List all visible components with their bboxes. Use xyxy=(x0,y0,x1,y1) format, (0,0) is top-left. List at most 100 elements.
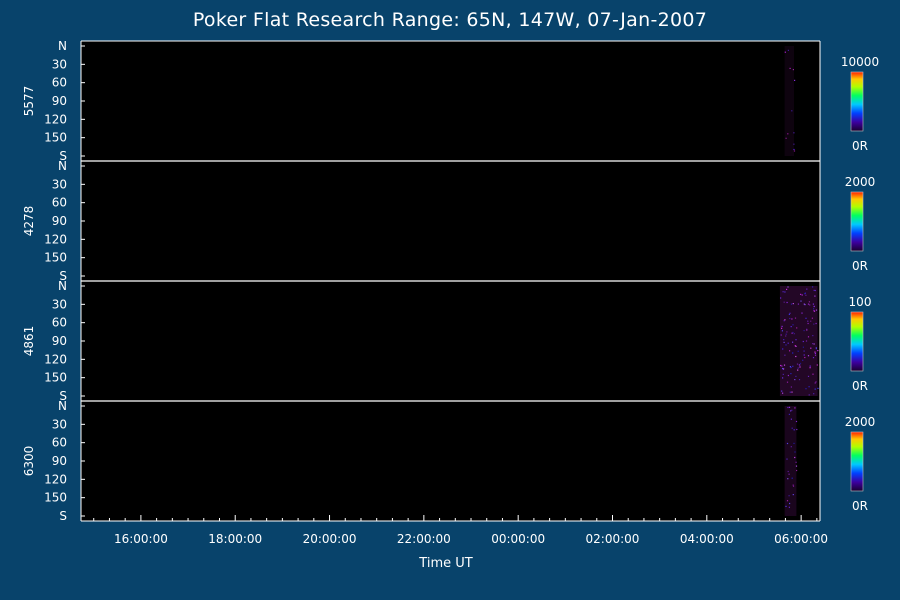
signal-speck xyxy=(811,317,813,319)
signal-speck xyxy=(792,352,794,354)
y-tick-label: N xyxy=(58,399,67,413)
colorbar-max-label: 100 xyxy=(849,295,872,309)
signal-speck xyxy=(814,351,816,353)
signal-speck xyxy=(787,406,789,409)
signal-speck xyxy=(793,143,795,145)
signal-band xyxy=(784,46,795,156)
signal-speck xyxy=(795,461,797,463)
x-tick-label: 20:00:00 xyxy=(303,532,357,546)
y-tick-label: 150 xyxy=(44,491,67,505)
signal-speck xyxy=(782,377,784,379)
signal-speck xyxy=(812,335,814,337)
x-tick-label: 04:00:00 xyxy=(680,532,734,546)
signal-speck xyxy=(792,365,794,367)
signal-speck xyxy=(801,312,803,314)
signal-speck xyxy=(804,356,806,359)
signal-speck xyxy=(791,427,793,429)
signal-speck xyxy=(786,381,789,383)
signal-speck xyxy=(784,291,786,293)
signal-speck xyxy=(787,342,789,344)
signal-speck xyxy=(787,49,789,51)
signal-speck xyxy=(808,301,810,303)
panel-label: 4861 xyxy=(22,326,36,357)
signal-speck xyxy=(786,442,789,445)
signal-speck xyxy=(791,110,793,112)
signal-speck xyxy=(781,390,783,392)
signal-speck xyxy=(790,446,792,448)
signal-speck xyxy=(787,133,789,135)
signal-speck xyxy=(794,407,796,409)
signal-speck xyxy=(789,67,791,69)
signal-band xyxy=(784,406,797,516)
signal-speck xyxy=(785,335,787,337)
signal-speck xyxy=(789,350,791,352)
x-tick-label: 18:00:00 xyxy=(208,532,262,546)
y-tick-label: 30 xyxy=(52,417,67,431)
signal-speck xyxy=(788,406,791,408)
y-tick-label: 60 xyxy=(52,196,67,210)
signal-speck xyxy=(798,364,800,366)
signal-speck xyxy=(813,308,815,310)
signal-speck xyxy=(805,317,807,319)
y-tick-label: 150 xyxy=(44,251,67,265)
x-tick-label: 06:00:00 xyxy=(774,532,828,546)
signal-speck xyxy=(807,322,809,325)
signal-speck xyxy=(789,317,791,320)
signal-speck xyxy=(792,341,794,343)
signal-speck xyxy=(814,289,816,292)
signal-speck xyxy=(788,495,790,497)
signal-speck xyxy=(812,286,814,288)
signal-speck xyxy=(817,387,819,389)
signal-speck xyxy=(785,333,787,335)
signal-speck xyxy=(807,355,810,357)
signal-speck xyxy=(813,310,816,312)
signal-speck xyxy=(794,317,797,319)
signal-speck xyxy=(812,357,815,359)
signal-speck xyxy=(809,367,811,369)
signal-speck xyxy=(808,394,810,396)
signal-speck xyxy=(815,348,817,350)
signal-speck xyxy=(786,458,788,460)
signal-speck xyxy=(815,347,817,349)
signal-speck xyxy=(807,303,810,305)
signal-speck xyxy=(800,293,802,295)
signal-speck xyxy=(816,364,818,366)
y-tick-label: 150 xyxy=(44,131,67,145)
signal-speck xyxy=(805,294,807,296)
signal-speck xyxy=(791,332,793,334)
signal-speck xyxy=(802,359,804,361)
panel-plot-area xyxy=(81,401,820,521)
signal-band xyxy=(779,286,818,396)
signal-speck xyxy=(812,373,814,375)
signal-speck xyxy=(790,410,792,412)
signal-speck xyxy=(780,297,782,299)
x-tick-label: 22:00:00 xyxy=(397,532,451,546)
colorbar xyxy=(851,192,863,251)
signal-speck xyxy=(782,367,784,370)
signal-speck xyxy=(807,375,810,377)
signal-speck xyxy=(813,305,815,307)
y-tick-label: 30 xyxy=(52,57,67,71)
colorbar-max-label: 10000 xyxy=(841,55,879,69)
colorbar-max-label: 2000 xyxy=(845,175,876,189)
signal-speck xyxy=(804,304,806,306)
signal-speck xyxy=(793,132,795,134)
y-tick-label: S xyxy=(59,509,67,523)
signal-speck xyxy=(797,369,799,371)
signal-speck xyxy=(785,344,787,346)
signal-speck xyxy=(799,366,801,368)
panel-label: 4278 xyxy=(22,206,36,237)
y-tick-label: 90 xyxy=(52,214,67,228)
signal-speck xyxy=(810,347,812,349)
signal-speck xyxy=(792,484,794,486)
signal-speck xyxy=(809,304,811,306)
signal-speck xyxy=(802,346,804,348)
signal-speck xyxy=(793,150,796,152)
colorbar-min-label: 0R xyxy=(852,379,868,393)
signal-speck xyxy=(796,428,798,431)
signal-speck xyxy=(793,442,795,444)
signal-speck xyxy=(783,341,785,343)
y-tick-label: 30 xyxy=(52,297,67,311)
signal-speck xyxy=(786,331,788,333)
signal-speck xyxy=(806,288,808,290)
